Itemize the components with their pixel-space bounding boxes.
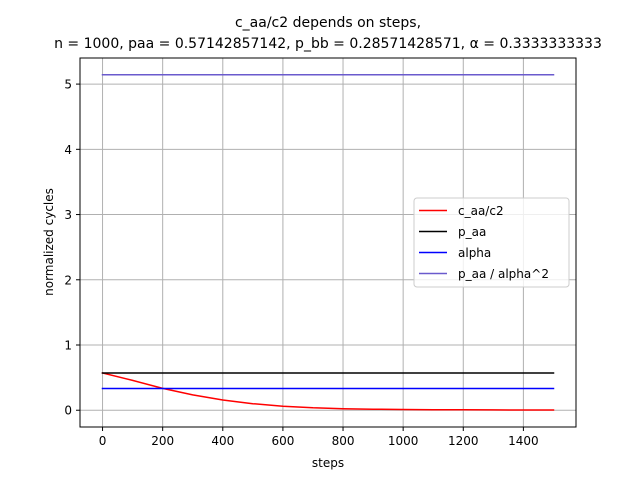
- x-tick-label: 1000: [388, 434, 419, 448]
- x-tick-label: 400: [211, 434, 234, 448]
- x-axis-label: steps: [312, 456, 344, 470]
- legend-label-0: c_aa/c2: [458, 204, 504, 218]
- legend-label-2: alpha: [458, 246, 491, 260]
- y-tick-label: 2: [64, 273, 72, 287]
- y-tick-label: 5: [64, 78, 72, 92]
- legend-box: [413, 197, 570, 288]
- legend-label-1: p_aa: [458, 225, 486, 239]
- y-tick-label: 0: [64, 404, 72, 418]
- chart-title: c_aa/c2 depends on steps,: [235, 15, 421, 31]
- plot-frame: [79, 57, 577, 428]
- series-line-0: [101, 372, 555, 411]
- chart-subtitle: n = 1000, paa = 0.57142857142, p_bb = 0.…: [54, 36, 602, 52]
- x-tick-label: 1200: [448, 434, 479, 448]
- y-tick-label: 1: [64, 339, 72, 353]
- y-tick-label: 4: [64, 143, 72, 157]
- x-tick-label: 200: [151, 434, 174, 448]
- y-axis-label: normalized cycles: [42, 188, 56, 296]
- x-axis-ticks: 0 200 400 600 800 1000 1200 1400: [99, 427, 539, 448]
- x-tick-label: 800: [332, 434, 355, 448]
- x-tick-label: 1400: [508, 434, 539, 448]
- x-tick-label: 600: [271, 434, 294, 448]
- x-tick-label: 0: [99, 434, 107, 448]
- legend-label-3: p_aa / alpha^2: [458, 267, 549, 281]
- y-axis-ticks: 0 1 2 3 4 5: [64, 78, 80, 418]
- y-tick-label: 3: [64, 208, 72, 222]
- series-layer: [101, 74, 555, 411]
